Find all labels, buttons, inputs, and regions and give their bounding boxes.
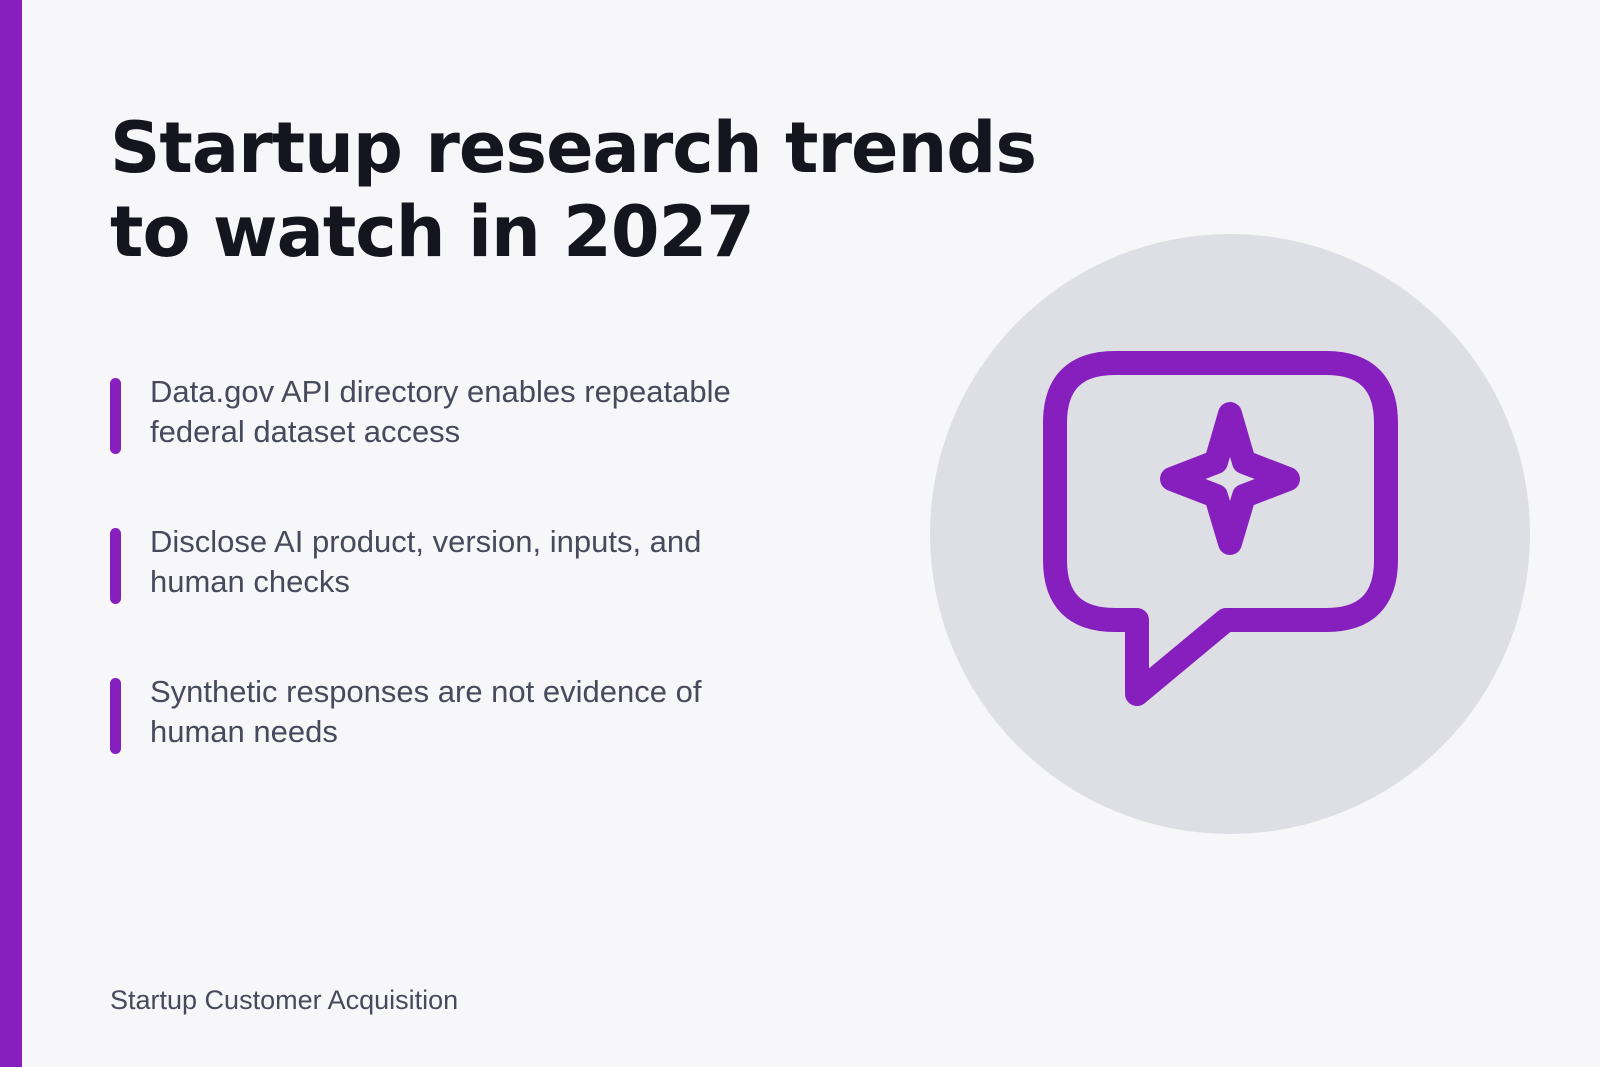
- bullet-marker: [110, 678, 121, 754]
- left-accent-bar: [0, 0, 22, 1067]
- chat-bubble-sparkle-icon: [930, 234, 1530, 834]
- slide-title: Startup research trends to watch in 2027: [110, 107, 1037, 273]
- bullet-text: Data.gov API directory enables repeatabl…: [150, 374, 731, 449]
- bullet-item: Disclose AI product, version, inputs, an…: [110, 524, 810, 678]
- bullet-item: Data.gov API directory enables repeatabl…: [110, 374, 810, 528]
- illustration: [930, 234, 1530, 834]
- bullet-marker: [110, 528, 121, 604]
- bullet-text: Synthetic responses are not evidence of …: [150, 674, 702, 749]
- chat-bubble-outline: [1043, 351, 1398, 706]
- footer-label: Startup Customer Acquisition: [110, 985, 459, 1015]
- bullet-text: Disclose AI product, version, inputs, an…: [150, 524, 702, 599]
- bullet-list: Data.gov API directory enables repeatabl…: [110, 374, 810, 828]
- sparkle-icon: [1160, 402, 1300, 555]
- bullet-marker: [110, 378, 121, 454]
- bullet-item: Synthetic responses are not evidence of …: [110, 674, 810, 828]
